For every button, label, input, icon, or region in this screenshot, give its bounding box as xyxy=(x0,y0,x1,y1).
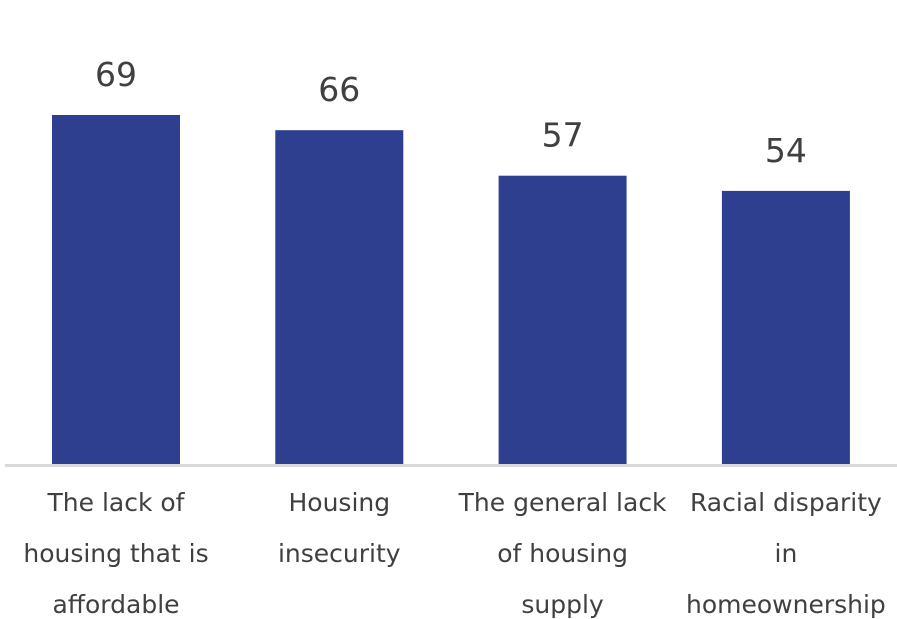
value-label-2: 57 xyxy=(542,116,584,155)
category-label-2-line-2: supply xyxy=(521,590,604,619)
category-labels-group: The lack of housing that is affordable Hous… xyxy=(23,488,885,619)
value-label-3: 54 xyxy=(765,131,807,170)
bar-3 xyxy=(721,190,850,464)
value-label-0: 69 xyxy=(95,55,137,94)
category-label-1-line-1: insecurity xyxy=(278,539,401,568)
value-labels-group: 69 66 57 54 xyxy=(95,55,807,170)
category-label-0-line-1: housing that is xyxy=(23,539,208,568)
category-label-2-line-1: of housing xyxy=(497,539,628,568)
category-label-3-line-0: Racial disparity xyxy=(690,488,882,517)
bar-0 xyxy=(52,115,180,464)
bar-1 xyxy=(275,130,404,464)
category-label-2-line-0: The general lack xyxy=(458,488,667,517)
category-label-0-line-2: affordable xyxy=(52,590,179,619)
category-label-1-line-0: Housing xyxy=(288,488,390,517)
category-label-0-line-0: The lack of xyxy=(47,488,186,517)
bars-group xyxy=(52,115,850,464)
category-label-3-line-1: in xyxy=(775,539,798,568)
value-label-1: 66 xyxy=(318,70,360,109)
bar-2 xyxy=(498,175,627,464)
category-label-3-line-2: homeownership xyxy=(686,590,886,619)
